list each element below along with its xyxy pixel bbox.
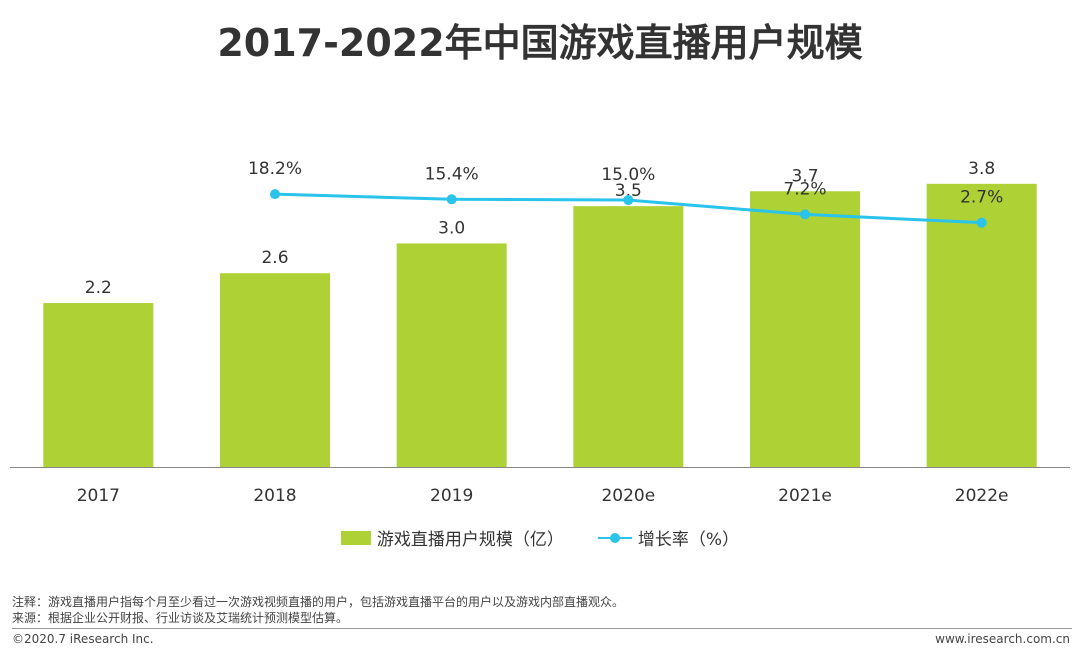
bar: [220, 273, 330, 467]
footnote-source: 来源：根据企业公开财报、行业访谈及艾瑞统计预测模型估算。: [12, 611, 349, 625]
footer-website: www.iresearch.com.cn: [935, 632, 1070, 646]
bar-value-label: 3.7: [791, 166, 818, 186]
legend-bar-label: 游戏直播用户规模（亿）: [376, 530, 564, 550]
bar: [43, 303, 154, 467]
bar-value-label: 2.2: [85, 278, 112, 298]
footer-copyright: ©2020.7 iResearch Inc.: [12, 632, 154, 646]
growth-rate-label: 15.0%: [601, 165, 655, 185]
bar: [396, 243, 507, 467]
growth-rate-label: 18.2%: [248, 159, 302, 179]
footnote-note: 注释：游戏直播用户指每个月至少看过一次游戏视频直播的用户，包括游戏直播平台的用户…: [12, 595, 625, 609]
legend-line-swatch: [597, 531, 632, 545]
growth-rate-label: 7.2%: [783, 179, 826, 199]
x-tick-label: 2021e: [778, 486, 832, 506]
bar: [750, 191, 860, 467]
x-tick-label: 2019: [430, 486, 473, 506]
growth-rate-point: [446, 194, 457, 205]
legend-line-label: 增长率（%）: [637, 530, 740, 550]
x-tick-label: 2022e: [955, 486, 1009, 506]
growth-rate-point: [976, 217, 987, 228]
bar-value-label: 3.5: [615, 181, 642, 201]
bar: [573, 206, 684, 467]
legend: 游戏直播用户规模（亿） 增长率（%）: [0, 525, 1080, 550]
legend-item-line: 增长率（%）: [597, 525, 740, 550]
growth-rate-point: [623, 195, 634, 206]
growth-rate-point: [270, 189, 280, 200]
growth-rate-label: 2.7%: [960, 188, 1003, 208]
growth-rate-label: 15.4%: [425, 164, 479, 184]
footer-divider: [12, 628, 1072, 629]
bar: [926, 183, 1037, 468]
x-tick-label: 2020e: [601, 486, 655, 506]
legend-item-bar: 游戏直播用户规模（亿）: [340, 525, 564, 550]
chart-title: 2017-2022年中国游戏直播用户规模: [217, 21, 863, 65]
x-tick-label: 2017: [77, 486, 120, 506]
bar-value-label: 2.6: [261, 248, 288, 268]
legend-bar-swatch: [340, 530, 371, 545]
chart-area: 2.2 2017 2.6 2018 3.0 2019 3.5 2020e 3.7 2021e 3.8…: [10, 159, 1070, 506]
bar-value-label: 3.8: [968, 159, 995, 179]
bar-value-label: 3.0: [438, 218, 465, 238]
x-tick-label: 2018: [253, 486, 296, 506]
growth-rate-point: [800, 209, 810, 220]
